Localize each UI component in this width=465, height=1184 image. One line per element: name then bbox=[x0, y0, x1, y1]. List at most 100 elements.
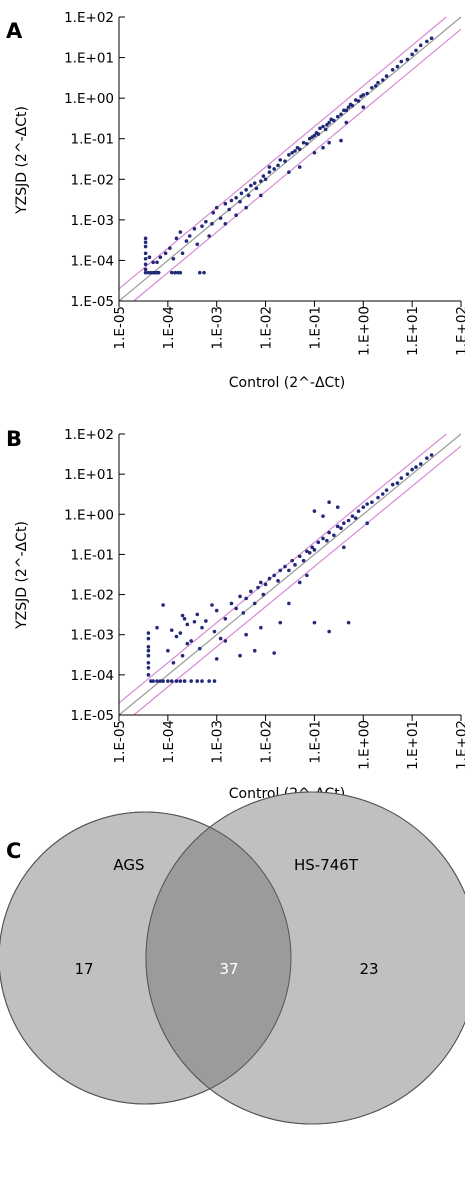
venn-panel-c: C AGS HS-746T 17 37 23 bbox=[0, 791, 465, 1125]
data-point bbox=[200, 625, 204, 630]
data-point bbox=[395, 481, 400, 485]
reference-lines-b bbox=[118, 433, 462, 716]
data-point bbox=[218, 636, 223, 641]
venn-count-hs-746t-only: 23 bbox=[359, 960, 378, 978]
x-tick-label: 1.E-01 bbox=[307, 720, 323, 763]
data-point bbox=[327, 120, 331, 125]
data-point bbox=[246, 193, 251, 198]
data-point bbox=[327, 500, 331, 505]
data-point bbox=[297, 554, 302, 559]
data-point bbox=[252, 601, 257, 606]
y-tick-label: 1.E-03 bbox=[71, 213, 114, 229]
y-ticks-a: 1.E-05 1.E-04 1.E-03 1.E-02 1.E-01 1.E+00 1.E+… bbox=[64, 10, 125, 310]
data-point bbox=[350, 103, 355, 108]
data-point bbox=[185, 641, 190, 646]
data-point bbox=[376, 80, 380, 85]
data-point bbox=[310, 545, 314, 550]
data-point bbox=[267, 576, 272, 581]
y-tick-label: 1.E+00 bbox=[64, 507, 114, 523]
x-tick-label: 1.E+00 bbox=[356, 306, 372, 356]
data-point bbox=[332, 118, 336, 123]
data-point bbox=[187, 234, 192, 238]
reference-line bbox=[118, 433, 447, 704]
data-point bbox=[346, 105, 351, 109]
data-point bbox=[244, 188, 248, 192]
data-point bbox=[323, 127, 328, 132]
data-point bbox=[335, 114, 340, 119]
venn-intersection bbox=[146, 812, 291, 1104]
scatter-panel-a: A 1.E-051.E-041.E-031.E-021.E-011.E+001.… bbox=[6, 10, 465, 391]
data-point bbox=[143, 256, 148, 261]
data-point bbox=[321, 514, 325, 518]
data-point bbox=[252, 648, 257, 653]
venn-circle-ags-outline bbox=[0, 811, 292, 1105]
data-point bbox=[244, 632, 248, 637]
data-point bbox=[197, 270, 202, 275]
panel-label-c: C bbox=[6, 839, 21, 863]
data-point bbox=[335, 524, 340, 529]
data-point bbox=[192, 227, 197, 231]
data-point bbox=[384, 74, 389, 78]
x-tick-label: 1.E-02 bbox=[259, 306, 275, 349]
data-point bbox=[146, 665, 151, 670]
data-point bbox=[335, 505, 340, 510]
data-point bbox=[297, 580, 302, 585]
venn-label-hs-746t: HS-746T bbox=[294, 856, 359, 874]
data-point bbox=[223, 616, 228, 621]
data-point bbox=[180, 653, 185, 658]
reference-line bbox=[133, 28, 462, 302]
venn-count-ags-only: 17 bbox=[74, 960, 93, 978]
data-point bbox=[429, 453, 434, 457]
data-point bbox=[414, 48, 418, 53]
data-point bbox=[185, 622, 190, 627]
y-tick-label: 1.E+01 bbox=[64, 467, 114, 483]
x-tick-label: 1.E-05 bbox=[112, 306, 128, 349]
data-point bbox=[312, 620, 317, 625]
data-point bbox=[263, 177, 268, 182]
y-ticks-b: 1.E-05 1.E-04 1.E-03 1.E-02 1.E-01 1.E+00 1.E+… bbox=[64, 427, 125, 724]
data-point bbox=[244, 205, 248, 210]
data-point bbox=[234, 213, 238, 218]
y-tick-label: 1.E-04 bbox=[71, 253, 114, 269]
data-point bbox=[143, 244, 148, 249]
data-point bbox=[361, 105, 366, 109]
data-point bbox=[329, 117, 333, 122]
data-point bbox=[327, 530, 331, 535]
data-point bbox=[350, 514, 355, 518]
data-point bbox=[238, 653, 242, 658]
data-point bbox=[195, 242, 200, 247]
y-tick-label: 1.E-01 bbox=[71, 132, 114, 148]
data-point bbox=[146, 270, 151, 275]
panel-label-b: B bbox=[6, 427, 22, 451]
data-point bbox=[370, 500, 374, 505]
x-axis-title-a: Control (2^-ΔCt) bbox=[229, 375, 346, 391]
data-point bbox=[156, 270, 161, 275]
data-points-b bbox=[146, 453, 434, 683]
data-point bbox=[305, 141, 309, 146]
data-point bbox=[365, 91, 369, 96]
data-point bbox=[176, 270, 180, 275]
data-point bbox=[380, 78, 385, 82]
data-point bbox=[272, 573, 276, 578]
y-tick-label: 1.E-03 bbox=[71, 628, 114, 644]
data-point bbox=[259, 193, 263, 198]
data-point bbox=[256, 585, 260, 590]
data-point bbox=[161, 679, 165, 683]
data-point bbox=[425, 456, 429, 460]
data-point bbox=[365, 521, 369, 525]
data-point bbox=[290, 558, 294, 563]
data-point bbox=[342, 545, 346, 550]
data-point bbox=[346, 518, 351, 523]
data-point bbox=[390, 67, 395, 72]
data-point bbox=[327, 629, 331, 634]
data-point bbox=[147, 255, 152, 260]
scatter-panel-b: B 1.E-051.E-041.E-031.E-021.E-011.E+001.… bbox=[6, 427, 465, 802]
data-point bbox=[204, 219, 208, 224]
data-point bbox=[339, 526, 343, 531]
x-tick-label: 1.E-03 bbox=[210, 720, 226, 763]
data-point bbox=[261, 174, 266, 178]
data-point bbox=[312, 133, 317, 138]
y-axis-title-a: YZSJD (2^-ΔCt) bbox=[14, 106, 30, 215]
data-point bbox=[218, 216, 223, 220]
